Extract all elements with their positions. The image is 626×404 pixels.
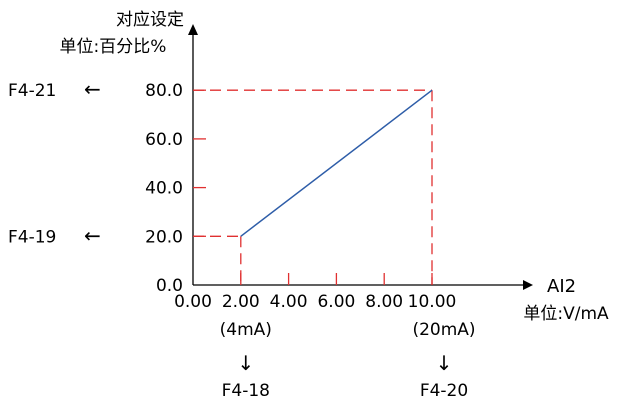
y-tick-label-1: 20.0 (145, 227, 183, 247)
x-axis-arrow-icon (523, 280, 533, 290)
series-line (240, 89, 433, 237)
guide-lines (193, 89, 433, 285)
y-axis-arrow-icon (188, 24, 198, 35)
y-tick-label-0: 0.0 (156, 276, 183, 296)
x-tick-label-4: 8.00 (365, 292, 403, 312)
x-axis-title-line1: AI2 (547, 276, 576, 297)
data-series (240, 89, 433, 237)
left-arrow-icon-1: ← (84, 223, 101, 247)
y-param-label-0: F4-21 (8, 81, 56, 101)
x-tick-label-0: 0.00 (174, 292, 212, 312)
x-tick-label-1: 2.00 (222, 292, 260, 312)
axes (188, 24, 533, 290)
x-param-label-1: F4-20 (420, 381, 468, 401)
x-tick-label-3: 6.00 (317, 292, 355, 312)
left-arrow-icon-0: ← (84, 77, 101, 101)
x-param-label-0: F4-18 (222, 381, 270, 401)
labels: 0.00 2.00 4.00 6.00 8.00 10.00 0.0 20.0 40.0 60.0… (8, 10, 609, 401)
x-sub-label-1: (20mA) (412, 320, 475, 340)
y-param-label-1: F4-19 (8, 227, 56, 247)
y-tick-label-3: 60.0 (145, 130, 183, 150)
y-axis-title-line1: 对应设定 (116, 10, 184, 30)
x-sub-label-0: (4mA) (220, 320, 272, 340)
down-arrow-icon-0: ↓ (237, 351, 254, 375)
y-tick-label-4: 80.0 (145, 81, 183, 101)
x-axis-title-line2: 单位:V/mA (523, 304, 609, 324)
y-tick-label-2: 40.0 (145, 179, 183, 199)
down-arrow-icon-1: ↓ (436, 351, 453, 375)
x-tick-label-2: 4.00 (270, 292, 308, 312)
y-axis-title-line2: 单位:百分比% (60, 37, 167, 57)
x-tick-label-5: 10.00 (408, 292, 457, 312)
